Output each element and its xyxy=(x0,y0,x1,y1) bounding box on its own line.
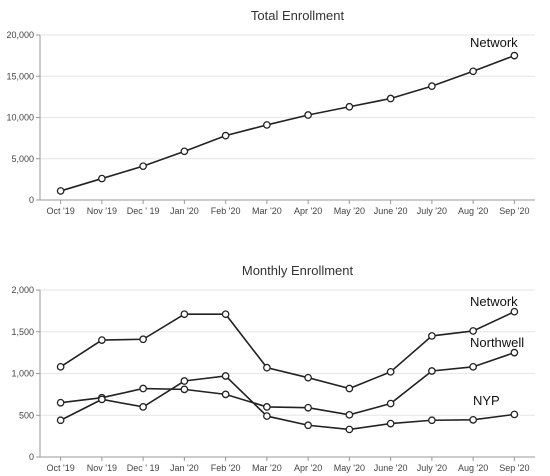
data-point xyxy=(386,419,395,428)
data-point xyxy=(428,82,436,91)
series-line xyxy=(60,310,515,390)
x-tick-label: July '20 xyxy=(417,206,447,216)
data-point xyxy=(510,410,519,419)
data-point xyxy=(98,395,106,404)
series-line xyxy=(60,54,515,192)
x-tick-label: June '20 xyxy=(374,206,408,216)
series-network: Network xyxy=(56,35,519,195)
data-point xyxy=(428,367,436,375)
data-point xyxy=(139,162,147,171)
data-point xyxy=(56,416,65,425)
x-tick-label: June '20 xyxy=(374,463,408,473)
series-label: Northwell xyxy=(470,335,524,350)
data-point xyxy=(386,94,395,103)
data-point xyxy=(304,373,312,382)
data-point xyxy=(180,310,189,319)
y-tick-label: 2,000 xyxy=(11,285,34,295)
x-tick-label: May '20 xyxy=(334,463,365,473)
x-tick-label: Aug '20 xyxy=(458,463,488,473)
series-northwell: Northwell xyxy=(56,335,524,419)
x-tick-label: Mar '20 xyxy=(252,463,282,473)
x-tick-label: July '20 xyxy=(417,463,447,473)
data-point xyxy=(345,410,354,419)
chart-title: Total Enrollment xyxy=(251,8,345,23)
x-tick-label: Aug '20 xyxy=(458,206,488,216)
data-point xyxy=(56,187,65,195)
data-point xyxy=(180,147,189,156)
y-tick-label: 10,000 xyxy=(6,113,34,123)
data-point xyxy=(469,67,477,76)
data-point xyxy=(221,390,230,399)
data-point xyxy=(98,336,106,344)
chart-2: Monthly Enrollment 0 500 1,000 1,500 2,000 Oct… xyxy=(11,263,535,473)
data-point xyxy=(469,415,477,424)
series-line xyxy=(60,351,515,416)
data-point xyxy=(428,332,436,340)
data-point xyxy=(56,398,65,407)
series-network: Network xyxy=(56,294,519,393)
x-tick-label: Nov '19 xyxy=(87,463,117,473)
data-point xyxy=(510,348,519,357)
x-tick-label: Oct '19 xyxy=(47,463,75,473)
y-tick-label: 0 xyxy=(29,195,34,205)
data-point xyxy=(304,111,312,119)
x-tick-label: Dec ' 19 xyxy=(127,206,160,216)
chart-1: Total Enrollment 0 5,000 10,000 15,000 20,000… xyxy=(6,8,535,216)
data-point xyxy=(386,367,395,376)
data-point xyxy=(469,327,477,335)
x-tick-label: Feb '20 xyxy=(211,206,241,216)
data-point xyxy=(304,421,312,430)
data-point xyxy=(139,403,147,411)
data-point xyxy=(221,131,230,140)
y-tick-label: 5,000 xyxy=(11,154,34,164)
data-point xyxy=(345,102,354,111)
data-point xyxy=(56,362,65,371)
x-tick-label: Dec ' 19 xyxy=(127,463,160,473)
data-point xyxy=(180,385,189,394)
y-tick-label: 0 xyxy=(29,452,34,462)
y-tick-label: 500 xyxy=(19,410,34,420)
x-tick-label: Oct '19 xyxy=(47,206,75,216)
series-label: Network xyxy=(470,294,518,309)
x-tick-label: Feb '20 xyxy=(211,463,241,473)
y-tick-label: 20,000 xyxy=(6,30,34,40)
series-label: NYP xyxy=(473,393,500,408)
x-tick-label: Sep '20 xyxy=(499,463,529,473)
y-tick-label: 1,500 xyxy=(11,327,34,337)
x-tick-label: Sep '20 xyxy=(499,206,529,216)
y-tick-label: 15,000 xyxy=(6,71,34,81)
x-tick-label: Mar '20 xyxy=(252,206,282,216)
data-point xyxy=(304,403,312,412)
data-point xyxy=(510,51,519,60)
data-point xyxy=(221,372,230,380)
data-point xyxy=(510,307,519,316)
data-point xyxy=(263,121,271,129)
data-point xyxy=(221,310,230,319)
data-point xyxy=(263,403,271,411)
x-tick-label: Apr '20 xyxy=(294,206,322,216)
data-point xyxy=(98,174,106,183)
data-point xyxy=(139,335,147,344)
data-point xyxy=(263,363,271,372)
y-tick-label: 1,000 xyxy=(11,369,34,379)
chart-title: Monthly Enrollment xyxy=(242,263,354,278)
x-tick-label: Apr '20 xyxy=(294,463,322,473)
x-tick-label: Jan '20 xyxy=(170,206,199,216)
data-point xyxy=(386,399,395,408)
series-label: Network xyxy=(470,35,518,50)
data-point xyxy=(263,412,271,420)
series-line xyxy=(60,375,515,431)
data-point xyxy=(469,362,477,371)
x-tick-label: Jan '20 xyxy=(170,463,199,473)
data-point xyxy=(345,384,354,393)
data-point xyxy=(428,416,436,425)
data-point xyxy=(345,425,354,434)
series-nyp: NYP xyxy=(56,372,519,434)
data-point xyxy=(180,377,189,385)
data-point xyxy=(139,384,147,393)
x-tick-label: May '20 xyxy=(334,206,365,216)
x-tick-label: Nov '19 xyxy=(87,206,117,216)
